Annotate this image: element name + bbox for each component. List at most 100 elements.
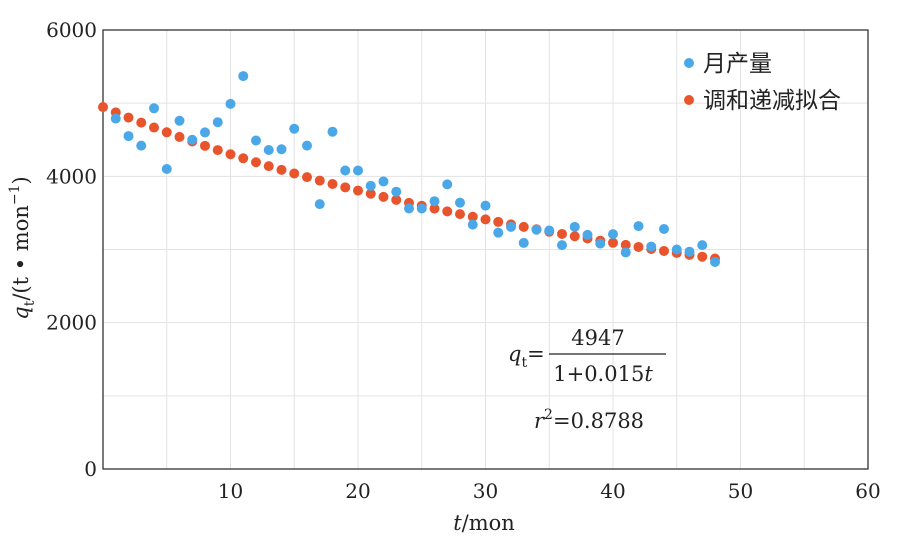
r-squared: r2=0.8788 (534, 407, 644, 433)
monthly-point (480, 200, 491, 211)
fit-point (327, 178, 338, 189)
monthly-point (455, 197, 465, 208)
fit-formula: qt= 4947 1+0.015t r2=0.8788 (508, 326, 666, 433)
monthly-point (518, 237, 529, 248)
x-axis-ticks: 10 20 30 40 50 60 (218, 479, 881, 503)
fit-point (620, 239, 631, 250)
monthly-point (391, 186, 402, 197)
fit-point (365, 188, 376, 199)
formula-numerator: 4947 (571, 326, 624, 350)
monthly-point (684, 246, 695, 257)
fit-point (557, 228, 567, 239)
monthly-point (595, 238, 606, 249)
monthly-point (404, 203, 414, 214)
monthly-production-series (110, 71, 720, 267)
y-tick-label: 2000 (46, 311, 97, 335)
y-tick-label: 0 (84, 457, 97, 481)
y-axis-title: qt/(t • mon−1) (7, 176, 38, 319)
monthly-point (136, 140, 147, 151)
fit-point (123, 112, 134, 123)
monthly-point (200, 127, 210, 138)
fit-point (289, 168, 300, 179)
x-tick-label: 30 (473, 479, 498, 503)
monthly-point (149, 103, 159, 114)
x-axis-title: t/mon (453, 511, 515, 535)
monthly-point (327, 126, 338, 137)
fit-point (212, 145, 223, 156)
fit-point (480, 214, 491, 225)
monthly-point (710, 256, 720, 267)
fit-point (263, 161, 274, 172)
monthly-point (263, 144, 274, 155)
fit-point (98, 102, 108, 113)
monthly-point (429, 196, 440, 207)
fit-point (340, 182, 351, 193)
x-tick-label: 40 (600, 479, 625, 503)
fit-point (238, 153, 249, 164)
fit-point (697, 251, 708, 262)
fit-point (455, 209, 465, 220)
monthly-point (493, 227, 504, 238)
legend-marker-fit (684, 95, 694, 105)
y-tick-label: 6000 (46, 18, 97, 42)
fit-point (353, 185, 363, 196)
fit-point (608, 237, 618, 248)
x-tick-label: 20 (345, 479, 370, 503)
monthly-point (187, 134, 198, 145)
monthly-point (110, 113, 121, 124)
formula-lhs: qt= (508, 342, 545, 371)
legend-label-fit: 调和递减拟合 (703, 88, 841, 114)
monthly-point (251, 135, 261, 146)
monthly-point (225, 98, 236, 109)
monthly-point (620, 247, 631, 258)
monthly-point (442, 179, 453, 190)
fit-point (633, 241, 644, 252)
legend: 月产量 调和递减拟合 (684, 51, 841, 114)
fit-point (569, 231, 580, 242)
monthly-point (302, 140, 312, 151)
monthly-point (582, 229, 593, 240)
monthly-point (557, 240, 567, 251)
fit-point (493, 216, 504, 227)
fit-point (200, 140, 210, 151)
fit-point (467, 211, 478, 222)
y-axis-ticks: 0 2000 4000 6000 (46, 18, 97, 481)
monthly-point (314, 199, 325, 210)
monthly-point (467, 219, 478, 230)
fit-point (225, 149, 236, 160)
monthly-point (608, 229, 618, 240)
x-tick-label: 50 (728, 479, 753, 503)
fit-point (161, 127, 172, 138)
monthly-point (276, 144, 287, 155)
fit-point (136, 117, 147, 128)
fit-series (98, 102, 720, 264)
x-tick-label: 60 (855, 479, 880, 503)
monthly-point (238, 71, 249, 82)
monthly-point (671, 244, 682, 255)
monthly-point (378, 176, 389, 187)
monthly-point (633, 221, 644, 232)
monthly-point (353, 165, 363, 176)
fit-point (149, 122, 159, 133)
monthly-point (659, 224, 669, 235)
fit-point (378, 191, 389, 202)
plot-frame (102, 29, 869, 470)
fit-point (174, 131, 185, 142)
y-tick-label: 4000 (46, 164, 97, 188)
monthly-point (531, 224, 542, 235)
fit-point (518, 221, 529, 232)
fit-point (659, 245, 669, 256)
monthly-point (365, 180, 376, 191)
fit-point (429, 203, 440, 214)
fit-point (442, 206, 453, 217)
monthly-point (697, 240, 708, 251)
monthly-point (212, 117, 223, 128)
monthly-point (123, 131, 134, 142)
legend-label-monthly: 月产量 (703, 51, 772, 77)
monthly-point (289, 123, 300, 134)
monthly-point (416, 203, 427, 214)
monthly-point (340, 165, 351, 176)
x-tick-label: 10 (218, 479, 243, 503)
monthly-point (506, 221, 516, 232)
